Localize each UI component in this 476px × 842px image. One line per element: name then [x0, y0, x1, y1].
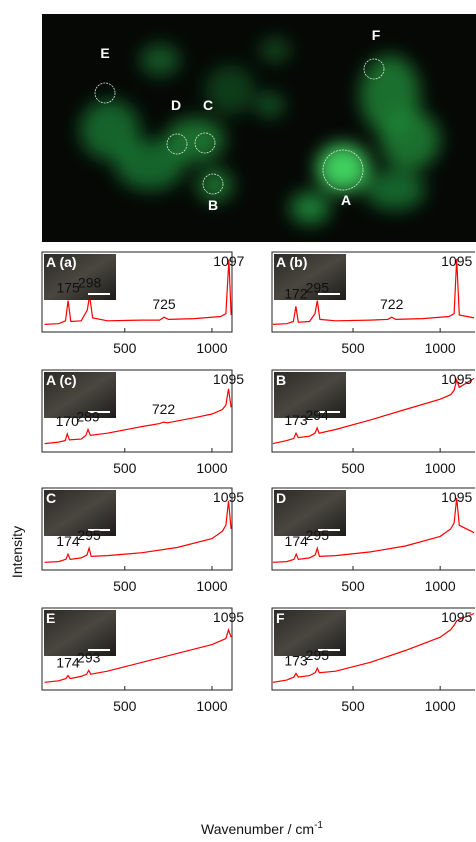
- x-tick-label: 1000: [196, 460, 227, 476]
- panel-title: F: [276, 610, 285, 626]
- x-tick-label: 500: [113, 460, 137, 476]
- spot-label: F: [372, 27, 381, 43]
- x-tick-label: 1000: [425, 340, 456, 356]
- peak-label: 1095: [213, 609, 244, 625]
- x-tick-label: 1000: [196, 578, 227, 594]
- x-tick-label: 500: [113, 698, 137, 714]
- x-tick-label: 1000: [425, 578, 456, 594]
- x-tick-label: 500: [341, 578, 365, 594]
- panel-title: C: [46, 490, 56, 506]
- peak-label: 1095: [441, 609, 472, 625]
- spot-label: C: [203, 97, 213, 113]
- peak-label: 1095: [441, 489, 472, 505]
- panel-title: A (b): [276, 254, 307, 270]
- panel-title: A (c): [46, 372, 77, 388]
- y-axis-title: Intensity: [9, 526, 25, 578]
- peak-label: 175: [56, 280, 80, 296]
- page: E D C F B A Intensity Wavenumber / cm-1 500 10…: [0, 0, 476, 842]
- peak-label: 295: [306, 647, 330, 663]
- peak-label: 174: [285, 533, 309, 549]
- x-tick-label: 500: [341, 340, 365, 356]
- x-tick-label: 1000: [425, 698, 456, 714]
- panel-title: E: [46, 610, 55, 626]
- peak-label: 174: [56, 533, 80, 549]
- x-axis-title-sup: -1: [314, 820, 323, 831]
- figure: E D C F B A Intensity Wavenumber / cm-1 500 10…: [0, 0, 476, 842]
- peak-label: 295: [77, 527, 101, 543]
- x-tick-label: 500: [113, 340, 137, 356]
- peak-label: 722: [380, 296, 404, 312]
- peak-label: 295: [306, 280, 330, 296]
- peak-label: 1095: [441, 371, 472, 387]
- peak-label: 298: [78, 275, 102, 291]
- peak-label: 173: [284, 652, 308, 668]
- x-axis-title-text: Wavenumber / cm: [201, 821, 314, 837]
- peak-label: 295: [306, 527, 330, 543]
- spot-label: B: [208, 197, 218, 213]
- peak-label: 172: [284, 285, 308, 301]
- peak-label: 1095: [441, 253, 472, 269]
- spot-label: A: [341, 192, 351, 208]
- peak-label: 173: [284, 412, 308, 428]
- x-axis-title: Wavenumber / cm-1: [201, 820, 323, 837]
- x-tick-label: 1000: [425, 460, 456, 476]
- peak-label: 294: [305, 407, 329, 423]
- panel-title: B: [276, 372, 286, 388]
- x-tick-label: 500: [113, 578, 137, 594]
- peak-label: 722: [152, 401, 176, 417]
- panel-title: D: [276, 490, 286, 506]
- spot-label: E: [100, 45, 109, 61]
- peak-label: 1097: [213, 253, 244, 269]
- spot-label: D: [171, 97, 181, 113]
- x-tick-label: 1000: [196, 340, 227, 356]
- peak-label: 293: [77, 649, 101, 665]
- peak-label: 1095: [213, 371, 244, 387]
- x-tick-label: 500: [341, 698, 365, 714]
- peak-label: 725: [152, 296, 176, 312]
- peak-label: 289: [76, 409, 100, 425]
- x-tick-label: 500: [341, 460, 365, 476]
- panel-title: A (a): [46, 254, 77, 270]
- x-tick-label: 1000: [196, 698, 227, 714]
- peak-label: 1095: [213, 489, 244, 505]
